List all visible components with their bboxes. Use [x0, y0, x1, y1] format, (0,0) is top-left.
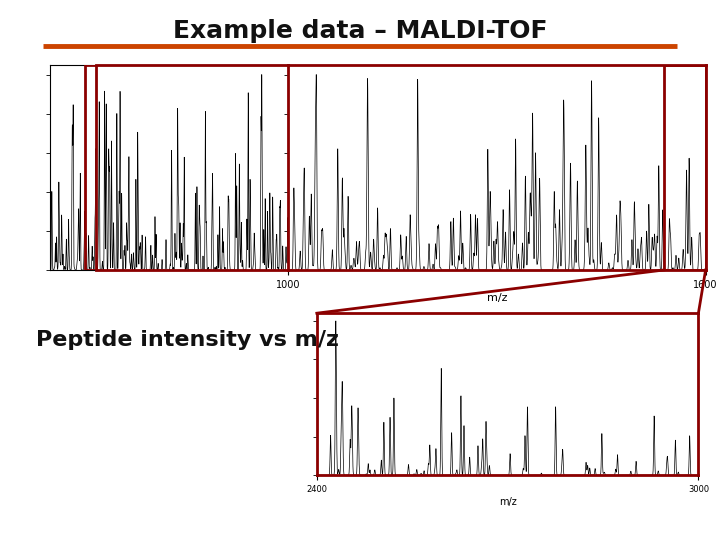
X-axis label: m/z: m/z	[487, 293, 507, 302]
Text: Example data – MALDI-TOF: Example data – MALDI-TOF	[173, 19, 547, 43]
Bar	[86, 65, 96, 270]
X-axis label: m/z: m/z	[499, 497, 516, 507]
Text: Peptide intensity vs m/z: Peptide intensity vs m/z	[36, 330, 339, 350]
Bar	[664, 65, 706, 270]
